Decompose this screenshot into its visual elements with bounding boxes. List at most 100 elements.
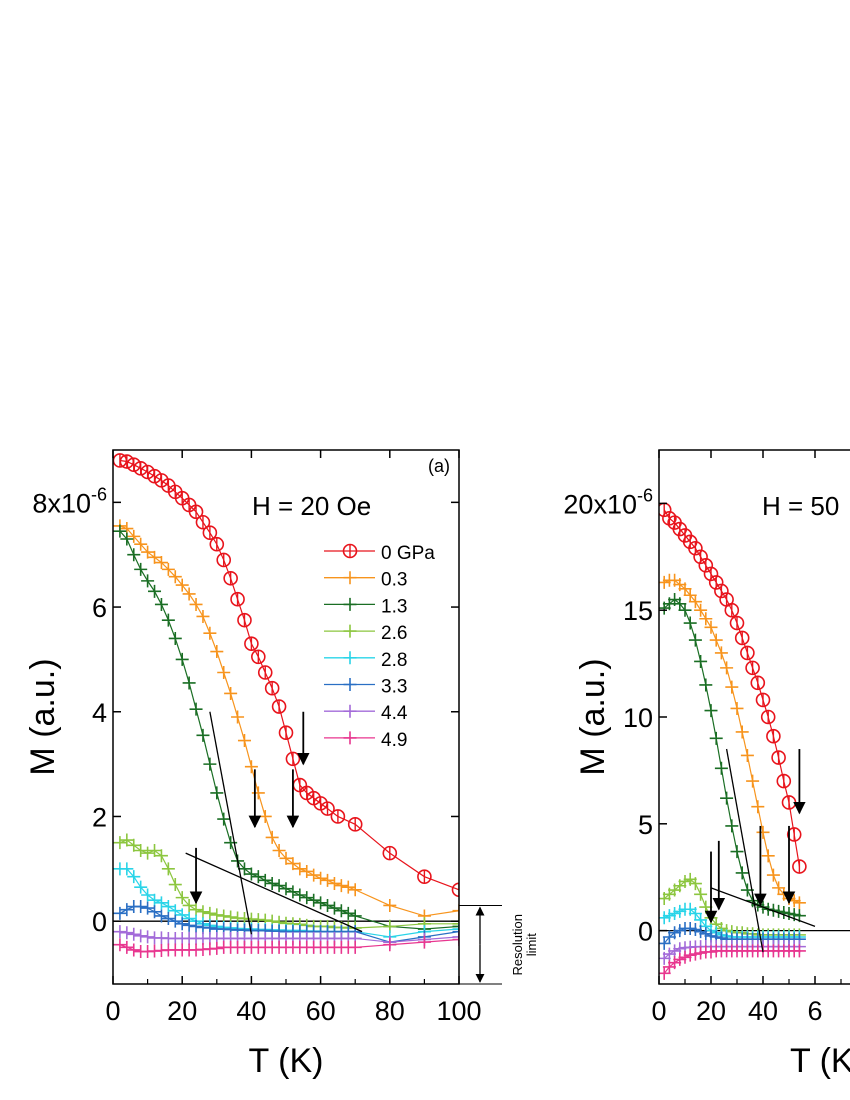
data-point	[217, 812, 231, 826]
data-point	[341, 880, 355, 894]
data-point	[751, 800, 765, 814]
data-point	[217, 909, 231, 923]
data-point	[161, 862, 175, 876]
data-point	[452, 925, 459, 939]
data-point	[141, 574, 155, 588]
data-point	[740, 748, 754, 762]
data-point	[120, 862, 134, 876]
y-tick-label: 0	[638, 917, 653, 947]
data-point	[141, 545, 155, 559]
series-3.3	[659, 921, 806, 950]
y-tick-label: 8x10-6	[32, 484, 107, 518]
data-point	[141, 901, 155, 915]
data-point	[699, 678, 713, 692]
data-point	[154, 909, 168, 923]
series-1.3	[659, 593, 806, 923]
data-point	[175, 917, 189, 931]
tangent-line	[185, 852, 363, 933]
data-point	[203, 906, 217, 920]
data-point	[120, 940, 134, 954]
data-point	[279, 851, 293, 865]
y-axis-label-a: M (a.u.)	[24, 658, 62, 775]
data-point	[175, 578, 189, 592]
series-0.3	[659, 573, 806, 910]
legend-label: 3.3	[381, 677, 407, 698]
data-point	[189, 702, 203, 716]
data-point	[725, 819, 739, 833]
data-point	[782, 907, 796, 921]
legend-item: 4.4	[324, 703, 408, 724]
data-point	[699, 927, 713, 941]
data-point	[704, 704, 718, 718]
y-tick-label: 0	[92, 907, 107, 937]
data-point	[452, 922, 459, 936]
y-tick-label: 2	[92, 802, 107, 832]
series-0-gpa	[113, 453, 459, 898]
x-tick-label: 0	[105, 996, 120, 1026]
data-point	[709, 633, 723, 647]
data-point	[286, 885, 300, 899]
data-point	[210, 941, 224, 955]
y-tick-label: 4	[92, 698, 107, 728]
data-point	[127, 927, 141, 941]
data-point	[688, 947, 702, 961]
data-point	[334, 904, 348, 918]
data-point	[168, 914, 182, 928]
data-point	[659, 936, 671, 950]
y-tick-label: 15	[623, 596, 653, 626]
data-point	[189, 597, 203, 611]
data-point	[251, 870, 265, 884]
data-point	[756, 825, 770, 839]
data-point	[154, 849, 168, 863]
data-point	[694, 654, 708, 668]
data-point	[343, 571, 357, 585]
x-axis-label-b: T (K	[790, 1042, 850, 1080]
resolution-label: limit	[524, 933, 539, 956]
y-tick-label: 6	[92, 593, 107, 623]
series-4.4	[113, 925, 459, 949]
series-line	[119, 931, 459, 943]
data-point	[678, 582, 692, 596]
data-point	[127, 870, 141, 884]
data-point	[182, 676, 196, 690]
data-point	[327, 876, 341, 890]
axes-a: 0 20 40 60 80 100 0 2 4 6 8x10-6	[32, 450, 482, 1026]
data-point	[343, 624, 357, 638]
data-point	[348, 940, 362, 954]
data-point	[113, 524, 127, 538]
data-point	[735, 725, 749, 739]
data-point	[300, 891, 314, 905]
data-point	[203, 626, 217, 640]
data-point	[134, 844, 148, 857]
data-point	[307, 893, 321, 907]
data-point	[704, 945, 718, 959]
data-point	[704, 620, 718, 634]
data-point	[678, 874, 692, 888]
data-point	[272, 844, 286, 857]
series-4.9	[113, 933, 459, 959]
field-annotation-a: H = 20 Oe	[252, 491, 371, 521]
data-point	[452, 933, 459, 946]
data-point	[127, 838, 141, 852]
data-point	[343, 731, 357, 745]
data-point	[161, 900, 175, 914]
data-point	[307, 868, 321, 882]
data-point	[196, 905, 210, 919]
x-tick-label: 20	[167, 996, 197, 1026]
data-point	[161, 613, 175, 627]
legend-item: 0 GPa	[324, 543, 435, 564]
resolution-label: Resolution	[510, 914, 525, 975]
data-point	[141, 930, 155, 944]
data-point	[383, 938, 397, 952]
legend-label: 0 GPa	[381, 543, 435, 564]
legend-item: 1.3	[324, 596, 407, 617]
data-point	[237, 862, 251, 876]
data-point	[210, 786, 224, 800]
data-point	[314, 871, 328, 885]
data-point	[251, 786, 265, 800]
data-point	[321, 898, 335, 912]
data-point	[224, 686, 238, 700]
data-point	[730, 701, 744, 715]
